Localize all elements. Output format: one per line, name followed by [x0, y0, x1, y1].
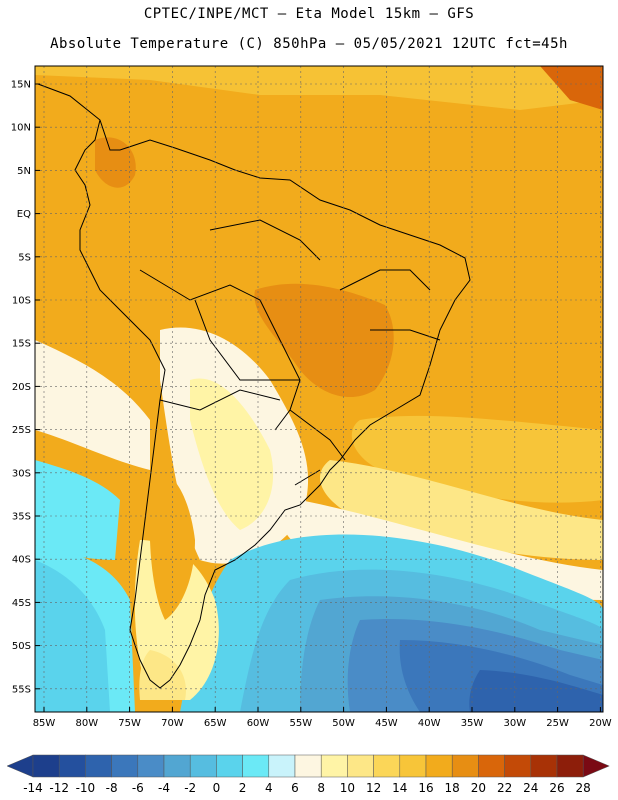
longitude-label: 50W	[332, 718, 355, 729]
colorbar-label: 16	[418, 781, 433, 795]
colorbar-label: -8	[106, 781, 118, 795]
latitude-label: 25S	[12, 425, 31, 436]
colorbar-swatch	[32, 754, 60, 778]
colorbar-label: 18	[445, 781, 460, 795]
colorbar-label: -6	[132, 781, 144, 795]
colorbar-label: 24	[523, 781, 538, 795]
colorbar-swatch	[478, 754, 505, 778]
colorbar-swatch	[268, 754, 296, 778]
longitude-label: 45W	[375, 718, 398, 729]
colorbar-label: 12	[366, 781, 381, 795]
map-title-line-2: Absolute Temperature (C) 850hPa – 05/05/…	[50, 36, 568, 52]
colorbar-label: 28	[576, 781, 591, 795]
colorbar-swatch	[504, 754, 532, 778]
latitude-label: EQ	[17, 209, 31, 220]
longitude-label: 55W	[289, 718, 312, 729]
longitude-label: 80W	[75, 718, 98, 729]
colorbar-swatch	[347, 754, 374, 778]
colorbar	[6, 754, 610, 778]
longitude-label: 75W	[118, 718, 141, 729]
longitude-label: 85W	[33, 718, 56, 729]
longitude-axis: 85W 80W 75W 70W 65W 60W 55W 50W 45W 40W 35W 30W 25W 2…	[33, 707, 612, 729]
colorbar-swatch	[425, 754, 453, 778]
longitude-label: 70W	[161, 718, 184, 729]
temperature-field	[35, 66, 603, 712]
colorbar-swatch	[451, 754, 479, 778]
latitude-label: 5N	[17, 166, 31, 177]
colorbar-label: -10	[76, 781, 96, 795]
colorbar-swatch	[58, 754, 86, 778]
colorbar-label: -14	[23, 781, 43, 795]
colorbar-label: -2	[184, 781, 196, 795]
colorbar-swatch	[320, 754, 348, 778]
latitude-label: 15S	[12, 339, 31, 350]
colorbar-swatch	[556, 754, 584, 778]
colorbar-min-arrow	[6, 754, 34, 778]
map-frame	[34, 65, 604, 713]
latitude-label: 55S	[12, 684, 31, 695]
latitude-label: 20S	[12, 382, 31, 393]
latitude-label: 50S	[12, 641, 31, 652]
colorbar-swatch	[530, 754, 558, 778]
colorbar-swatch	[294, 754, 322, 778]
colorbar-label: 26	[549, 781, 564, 795]
map-title-line-1: CPTEC/INPE/MCT – Eta Model 15km – GFS	[143, 6, 475, 22]
colorbar-label: -12	[49, 781, 69, 795]
longitude-label: 40W	[418, 718, 441, 729]
colorbar-label: 4	[265, 781, 273, 795]
longitude-label: 25W	[546, 718, 569, 729]
latitude-axis: 15N 10N 5N EQ 5S 10S 15S 20S 25S 30S 35S 40S 45S 50S 5…	[11, 80, 40, 695]
colorbar-label: 6	[291, 781, 299, 795]
latitude-label: 15N	[11, 80, 31, 91]
colorbar-label: 0	[213, 781, 221, 795]
longitude-label: 35W	[461, 718, 484, 729]
colorbar-swatch	[137, 754, 165, 778]
longitude-label: 20W	[589, 718, 612, 729]
colorbar-swatch	[163, 754, 191, 778]
colorbar-label: 8	[317, 781, 325, 795]
latitude-label: 5S	[18, 252, 31, 263]
longitude-label: 30W	[503, 718, 526, 729]
colorbar-swatch	[399, 754, 427, 778]
coastline	[37, 83, 471, 689]
longitude-label: 65W	[204, 718, 227, 729]
colorbar-swatch	[242, 754, 270, 778]
colorbar-swatch	[85, 754, 112, 778]
latitude-label: 30S	[12, 468, 31, 479]
latitude-label: 10N	[11, 123, 31, 134]
latitude-label: 35S	[12, 512, 31, 523]
latitude-label: 10S	[12, 296, 31, 307]
colorbar-label: 22	[497, 781, 512, 795]
colorbar-swatch	[373, 754, 401, 778]
colorbar-swatch	[111, 754, 139, 778]
colorbar-label: 10	[340, 781, 355, 795]
colorbar-max-arrow	[582, 754, 610, 778]
colorbar-label: 20	[471, 781, 486, 795]
latitude-label: 45S	[12, 598, 31, 609]
colorbar-label: 14	[392, 781, 407, 795]
longitude-label: 60W	[247, 718, 270, 729]
latitude-label: 40S	[12, 555, 31, 566]
colorbar-labels: -14 -12 -10 -8 -6 -4 -2 0 2 4 6 8 10 12 14 16 18 20 22 24 26…	[23, 781, 591, 795]
colorbar-label: -4	[158, 781, 170, 795]
colorbar-swatch	[189, 754, 217, 778]
colorbar-label: 2	[239, 781, 247, 795]
colorbar-swatch	[216, 754, 243, 778]
